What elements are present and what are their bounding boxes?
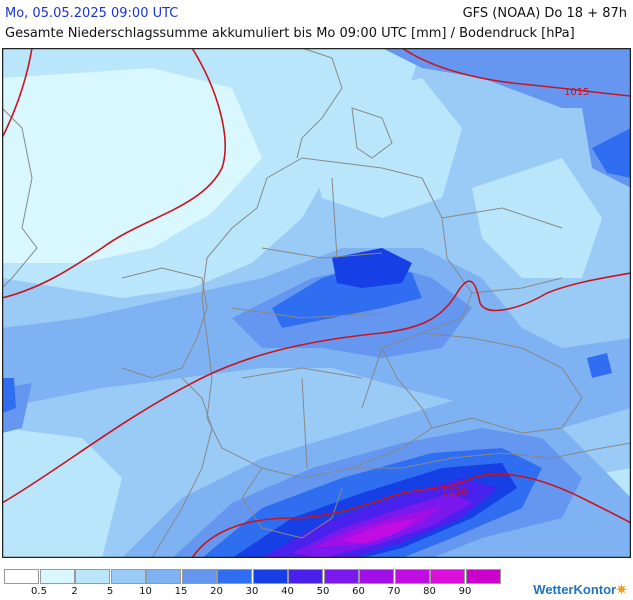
legend-swatch: [146, 569, 181, 584]
legend-swatch: [39, 569, 75, 584]
legend-swatch: [394, 569, 430, 584]
brand-logo: WetterKontor✷: [533, 582, 627, 598]
austria-border: [352, 442, 631, 469]
isobar-label-1010: 1010: [442, 487, 467, 498]
legend-swatch: [110, 569, 146, 584]
isobar-1010-south: [191, 473, 631, 558]
precip-zone-30-e: [592, 128, 631, 178]
legend-label: 0.5: [31, 586, 47, 597]
isobar-west: [2, 48, 33, 139]
isobars: [2, 48, 631, 558]
legend-label: 20: [210, 586, 223, 597]
legend-label: 50: [316, 586, 330, 597]
legend-swatch: [4, 569, 39, 584]
legend-swatch: [465, 569, 501, 584]
forecast-datetime: Mo, 05.05.2025 09:00 UTC: [5, 6, 179, 21]
isobar-nw-curve: [2, 48, 226, 299]
legend-label: 70: [387, 586, 401, 597]
legend-swatch: [75, 569, 110, 584]
map-frame: [2, 48, 631, 558]
precip-zone-light-ne: [302, 78, 462, 218]
state-lines: [231, 177, 383, 469]
map-subtitle: Gesamte Niederschlagssumme akkumuliert b…: [5, 26, 575, 41]
legend-swatch: [288, 569, 323, 584]
precip-zone-40-c: [332, 248, 412, 288]
legend-swatch: [252, 569, 288, 584]
czech-border: [421, 332, 583, 434]
precip-zone-ne-top: [382, 48, 631, 108]
legend-label: 90: [458, 586, 472, 597]
borders: [2, 48, 631, 558]
model-run-label: GFS (NOAA) Do 18 + 87h: [462, 6, 627, 21]
legend-label: 80: [423, 586, 436, 597]
legend-swatch: [323, 569, 359, 584]
legend-label: 5: [106, 586, 114, 597]
precip-zone-light-e: [472, 158, 602, 278]
legend-swatch: [430, 569, 465, 584]
legend-label: 10: [139, 586, 152, 597]
legend-swatch: [181, 569, 217, 584]
legend-label: 2: [71, 586, 78, 597]
precip-zone-90-south: [342, 518, 417, 544]
netherlands-belgium: [121, 267, 208, 379]
precip-zone-verylight-w: [2, 68, 262, 263]
precip-spot-se: [587, 353, 612, 378]
denmark-coast: [296, 48, 393, 159]
legend-label: 15: [174, 586, 188, 597]
legend-swatch: [217, 569, 252, 584]
poland-border: [441, 207, 563, 294]
france-border: [151, 377, 213, 558]
brand-name: WetterKontor: [533, 582, 617, 597]
isobar-1015-ne: [401, 48, 631, 97]
legend-label: 40: [281, 586, 294, 597]
precip-zone-light-s: [2, 428, 122, 558]
uk-coast: [2, 107, 38, 289]
legend-label: 30: [245, 586, 259, 597]
legend-swatch: [359, 569, 394, 584]
legend-label: 60: [352, 586, 365, 597]
isobar-central: [2, 272, 631, 504]
precipitation-map: 1015 1010: [2, 48, 631, 558]
precip-spot-w: [2, 378, 16, 413]
isobar-label-1015: 1015: [564, 87, 589, 98]
sun-cloud-icon: ✷: [616, 582, 627, 597]
